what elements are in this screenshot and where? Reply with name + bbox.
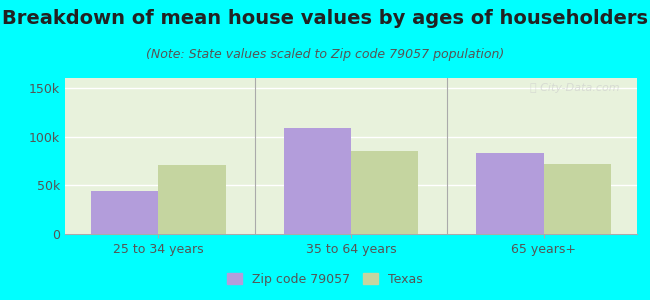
Bar [91,191,159,234]
Bar [159,165,226,234]
Bar [476,153,543,234]
Bar [283,128,351,234]
Legend: Zip code 79057, Texas: Zip code 79057, Texas [222,268,428,291]
Text: (Note: State values scaled to Zip code 79057 population): (Note: State values scaled to Zip code 7… [146,48,504,61]
Bar [543,164,611,234]
Text: ⓘ City-Data.com: ⓘ City-Data.com [530,83,620,93]
Text: Breakdown of mean house values by ages of householders: Breakdown of mean house values by ages o… [2,9,648,28]
Bar [351,151,419,234]
